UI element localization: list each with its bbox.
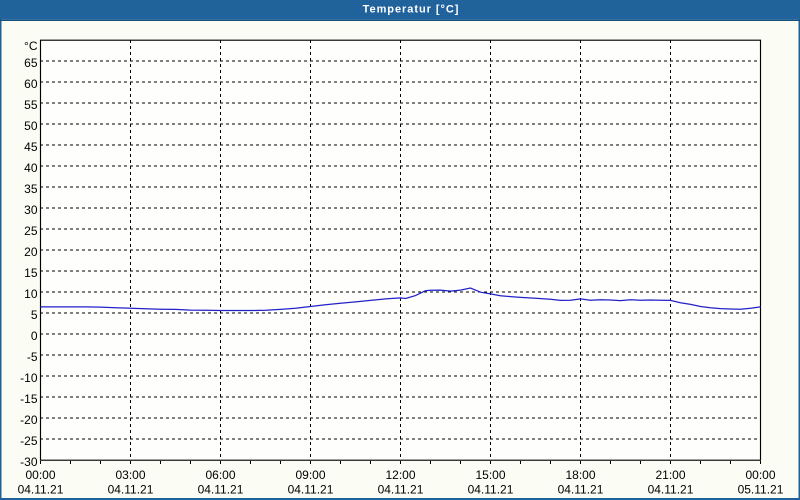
svg-text:05.11.21: 05.11.21 [738,483,784,497]
svg-text:60: 60 [24,77,38,91]
svg-text:55: 55 [24,98,38,112]
svg-text:65: 65 [24,56,38,70]
svg-text:°C: °C [24,39,38,53]
svg-text:-30: -30 [20,455,38,469]
svg-text:20: 20 [24,245,38,259]
svg-text:04.11.21: 04.11.21 [648,483,694,497]
svg-text:12:00: 12:00 [385,468,415,482]
svg-text:03:00: 03:00 [115,468,145,482]
svg-text:09:00: 09:00 [295,468,325,482]
svg-text:04.11.21: 04.11.21 [468,483,514,497]
svg-text:-15: -15 [20,392,38,406]
svg-text:40: 40 [24,161,38,175]
svg-text:-5: -5 [27,350,38,364]
svg-text:18:00: 18:00 [565,468,595,482]
svg-text:Temperatur [°C]: Temperatur [°C] [363,4,460,16]
svg-text:5: 5 [31,308,38,322]
svg-text:-10: -10 [20,371,38,385]
svg-text:30: 30 [24,203,38,217]
svg-text:0: 0 [31,329,38,343]
svg-text:21:00: 21:00 [655,468,685,482]
svg-text:-25: -25 [20,434,38,448]
svg-text:04.11.21: 04.11.21 [198,483,244,497]
svg-text:00:00: 00:00 [745,468,775,482]
svg-text:15:00: 15:00 [475,468,505,482]
svg-text:06:00: 06:00 [205,468,235,482]
svg-text:50: 50 [24,119,38,133]
svg-text:10: 10 [24,287,38,301]
svg-text:15: 15 [24,266,38,280]
svg-text:04.11.21: 04.11.21 [288,483,334,497]
svg-text:04.11.21: 04.11.21 [378,483,424,497]
svg-text:35: 35 [24,182,38,196]
svg-text:00:00: 00:00 [25,468,55,482]
svg-text:04.11.21: 04.11.21 [558,483,604,497]
svg-text:04.11.21: 04.11.21 [18,483,64,497]
svg-text:-20: -20 [20,413,38,427]
svg-text:25: 25 [24,224,38,238]
svg-text:45: 45 [24,140,38,154]
svg-text:04.11.21: 04.11.21 [108,483,154,497]
